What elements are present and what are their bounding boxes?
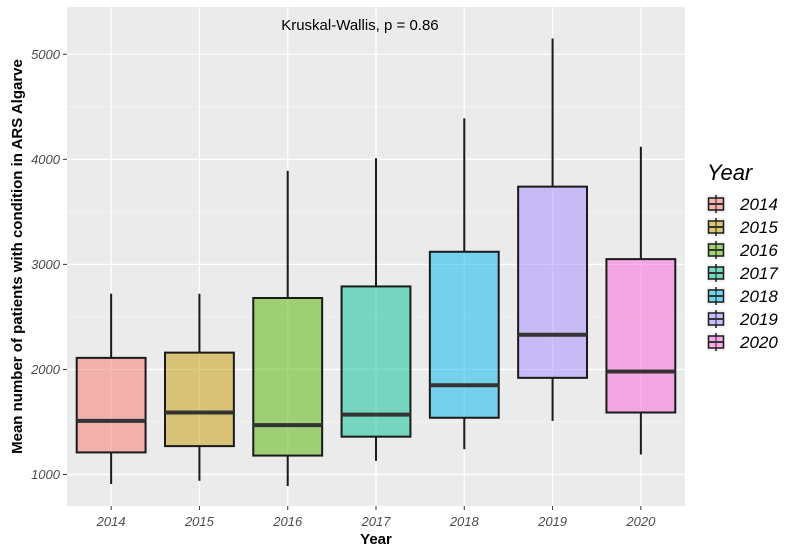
box-2018 — [428, 118, 500, 450]
y-tick-label: 1000 — [31, 467, 61, 482]
y-tick-label: 3000 — [31, 257, 61, 272]
boxes — [75, 38, 677, 487]
box-rect — [517, 185, 589, 379]
x-tick-label: 2017 — [361, 514, 392, 529]
y-tick-label: 2000 — [30, 362, 61, 377]
box-rect — [252, 296, 324, 457]
legend-label: 2019 — [739, 310, 778, 329]
box-rect — [605, 258, 677, 414]
legend-label: 2017 — [739, 264, 778, 283]
legend-item-2015: 2015 — [707, 218, 778, 237]
x-tick-label: 2018 — [449, 514, 480, 529]
legend-label: 2016 — [739, 241, 778, 260]
box-rect — [340, 285, 412, 438]
legend-item-2017: 2017 — [707, 264, 778, 283]
x-tick-label: 2019 — [537, 514, 567, 529]
legend-item-2016: 2016 — [707, 241, 778, 260]
legend-item-2014: 2014 — [707, 195, 778, 214]
x-axis-title: Year — [360, 531, 392, 548]
x-tick-label: 2016 — [272, 514, 303, 529]
legend-label: 2015 — [739, 218, 778, 237]
legend-title: Year — [707, 160, 754, 185]
x-tick-label: 2020 — [625, 514, 656, 529]
box-rect — [428, 250, 500, 419]
y-tick-label: 5000 — [31, 47, 61, 62]
y-axis-title: Mean number of patients with condition i… — [9, 59, 26, 454]
axes: 1000 2000 3000 4000 5000 2014 2015 2016 2017 2018… — [30, 47, 656, 529]
box-rect — [75, 356, 147, 454]
legend-item-2019: 2019 — [707, 310, 778, 329]
legend-label: 2020 — [739, 333, 778, 352]
legend-item-2020: 2020 — [707, 333, 778, 352]
box-2019 — [517, 38, 589, 421]
legend-label: 2018 — [739, 287, 778, 306]
box-2016 — [252, 170, 324, 487]
box-2015 — [163, 293, 235, 481]
box-rect — [163, 351, 235, 448]
kruskal-wallis-annotation: Kruskal-Wallis, p = 0.86 — [281, 17, 438, 34]
box-2017 — [340, 158, 412, 461]
legend-label: 2014 — [739, 195, 778, 214]
x-tick-label: 2014 — [96, 514, 126, 529]
y-tick-label: 4000 — [31, 152, 61, 167]
legend: Year 2014 2015 2016 2017 2018 2019 2020 — [707, 160, 778, 352]
box-2020 — [605, 146, 677, 455]
legend-item-2018: 2018 — [707, 287, 778, 306]
box-2014 — [75, 293, 147, 484]
x-tick-label: 2015 — [184, 514, 215, 529]
